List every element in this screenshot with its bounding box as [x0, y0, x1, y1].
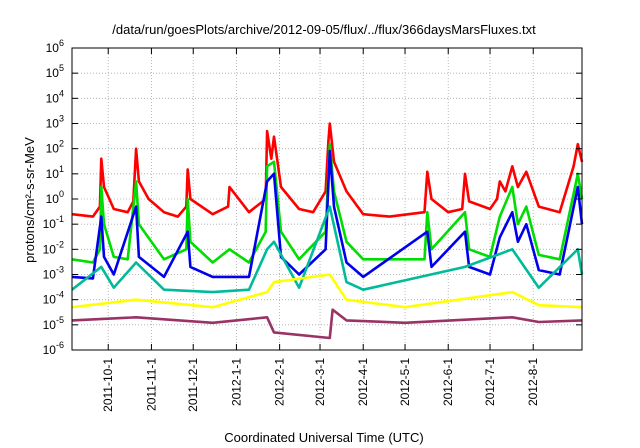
series-line-5	[71, 273, 583, 309]
y-tick-label: 106	[46, 38, 64, 55]
x-axis-label: Coordinated Universal Time (UTC)	[224, 430, 423, 445]
y-tick-exponent: 1	[59, 164, 64, 174]
y-axis-label: protons/cm²-s-sr-MeV	[22, 137, 37, 263]
x-tick-label: 2011-12-1	[186, 358, 200, 412]
y-tick-base: 10	[46, 91, 60, 105]
x-tick-label: 2012-3-1	[313, 358, 327, 406]
y-tick-exponent: 2	[59, 139, 64, 149]
y-tick-exponent: -4	[56, 290, 64, 300]
y-tick-label: 103	[46, 114, 64, 131]
y-tick-base: 10	[43, 293, 57, 307]
y-tick-label: 104	[46, 88, 64, 105]
y-tick-exponent: -3	[56, 265, 64, 275]
y-tick-exponent: 3	[59, 114, 64, 124]
y-tick-base: 10	[43, 242, 57, 256]
y-tick-exponent: 5	[59, 63, 64, 73]
y-tick-label: 10-2	[43, 239, 64, 256]
x-tick-label: 2011-11-1	[144, 358, 158, 411]
y-tick-label: 10-6	[43, 340, 64, 357]
x-tick-label: 2012-4-1	[356, 358, 370, 406]
x-tick-label: 2012-1-1	[229, 358, 243, 406]
y-tick-label: 101	[46, 164, 64, 181]
x-tick-label: 2012-2-1	[273, 358, 287, 406]
series-line-1	[71, 122, 584, 218]
y-tick-base: 10	[46, 192, 60, 206]
chart-title: /data/run/goesPlots/archive/2012-09-05/f…	[112, 22, 536, 37]
y-tick-label: 102	[46, 139, 64, 156]
y-tick-label: 10-5	[43, 315, 64, 332]
series-layer	[71, 122, 584, 340]
y-tick-exponent: 0	[59, 189, 64, 199]
x-tick-label: 2012-5-1	[398, 358, 412, 406]
y-tick-label: 10-3	[43, 265, 64, 282]
y-tick-base: 10	[46, 167, 60, 181]
x-ticks: 2011-10-1 2011-11-1 2011-12-1 2012-1-1 2012-…	[101, 48, 540, 412]
x-tick-label: 2012-7-1	[483, 358, 497, 406]
y-tick-base: 10	[46, 66, 60, 80]
series-line-4	[71, 205, 584, 294]
series-line-3	[71, 149, 584, 280]
y-tick-exponent: -1	[56, 214, 64, 224]
x-tick-label: 2012-8-1	[526, 358, 540, 406]
y-tick-exponent: -2	[56, 239, 64, 249]
y-ticks: 10-610-510-410-310-210-11001011021031041…	[43, 38, 582, 357]
y-tick-exponent: 6	[59, 38, 64, 48]
y-tick-label: 10-1	[43, 214, 64, 231]
x-tick-label: 2012-6-1	[441, 358, 455, 406]
y-tick-base: 10	[43, 268, 57, 282]
y-tick-label: 10-4	[43, 290, 64, 307]
y-tick-base: 10	[46, 117, 60, 131]
y-tick-base: 10	[43, 318, 57, 332]
y-tick-label: 105	[46, 63, 64, 80]
y-tick-exponent: -6	[56, 340, 64, 350]
y-tick-base: 10	[46, 41, 60, 55]
y-tick-exponent: 4	[59, 88, 64, 98]
x-tick-label: 2011-10-1	[101, 358, 115, 412]
y-tick-base: 10	[43, 343, 57, 357]
y-tick-base: 10	[43, 217, 57, 231]
y-tick-label: 100	[46, 189, 64, 206]
y-tick-exponent: -5	[56, 315, 64, 325]
series-line-6	[71, 308, 583, 340]
y-tick-base: 10	[46, 142, 60, 156]
